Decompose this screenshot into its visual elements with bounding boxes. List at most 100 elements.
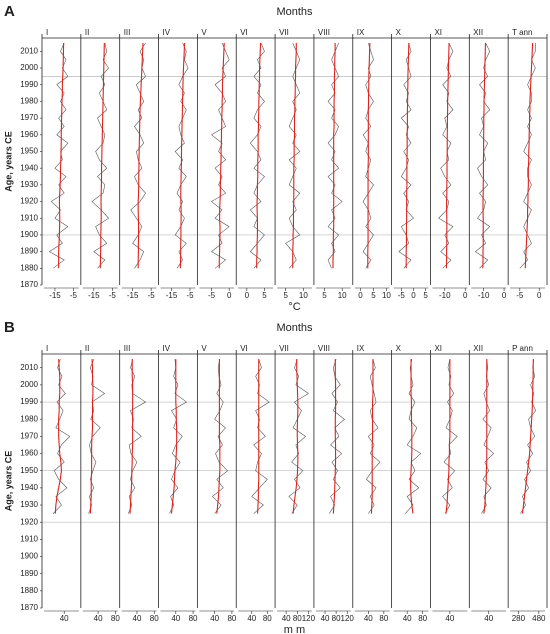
y-tick-label: 1890 (20, 569, 38, 578)
trend-line (89, 359, 94, 514)
x-tick-label: 0 (227, 291, 232, 300)
x-tick-label: -5 (186, 291, 194, 300)
x-tick-label: 80 (418, 614, 427, 623)
subplot-label: V (201, 28, 207, 37)
trend-line (524, 42, 534, 269)
x-tick-label: 40 (282, 614, 291, 623)
subplot-label: VIII (318, 28, 330, 37)
trend-line (410, 359, 414, 514)
y-tick-label: 1960 (20, 449, 38, 458)
subplot-label: P ann (512, 344, 533, 353)
subplot-label: VIII (318, 344, 330, 353)
y-tick-label: 2000 (20, 63, 38, 72)
y-tick-label: 1920 (20, 197, 38, 206)
x-tick-label: -5 (516, 291, 524, 300)
y-tick-label: 1910 (20, 534, 38, 543)
x-tick-label: 5 (262, 291, 267, 300)
subplot-label: III (124, 28, 131, 37)
x-tick-label: -5 (148, 291, 156, 300)
y-tick-label: 1880 (20, 263, 38, 272)
y-tick-label: 1990 (20, 80, 38, 89)
subplot-label: I (46, 344, 48, 353)
subplot-label: VII (279, 344, 289, 353)
panel-label: B (4, 319, 15, 336)
chart-title: Months (276, 6, 313, 18)
y-tick-label: 2000 (20, 380, 38, 389)
trend-line (292, 359, 299, 514)
trend-line (332, 43, 336, 269)
trend-line (54, 359, 62, 514)
x-tick-label: 40 (210, 614, 219, 623)
data-line (438, 42, 454, 269)
x-tick-label: 0 (411, 291, 416, 300)
trend-line (179, 42, 185, 269)
x-tick-label: 40 (247, 614, 256, 623)
data-line (474, 42, 491, 269)
subplot-label: VI (240, 344, 248, 353)
y-tick-label: 1900 (20, 230, 38, 239)
x-tick-label: 280 (512, 614, 526, 623)
trend-line (256, 42, 262, 269)
data-line (251, 359, 270, 514)
data-line (365, 359, 381, 514)
x-tick-label: 80 (189, 614, 198, 623)
y-tick-label: 1910 (20, 213, 38, 222)
subplot-label: T ann (512, 28, 532, 37)
data-line (169, 359, 188, 514)
x-tick-label: 5 (283, 291, 288, 300)
x-tick-label: 80 (293, 614, 302, 623)
x-tick-label: 480 (532, 614, 546, 623)
x-tick-label: 120 (341, 614, 355, 623)
subplot-label: IV (163, 344, 171, 353)
x-tick-label: 10 (299, 291, 308, 300)
y-tick-label: 2010 (20, 363, 38, 372)
subplot-label: XI (434, 28, 442, 37)
data-line (91, 42, 110, 269)
data-line (481, 359, 495, 514)
panel-label: A (4, 3, 15, 20)
subplot-label: I (46, 28, 48, 37)
y-tick-label: 1870 (20, 280, 38, 289)
x-tick-label: -10 (439, 291, 451, 300)
y-tick-label: 1960 (20, 130, 38, 139)
subplot-label: IV (163, 28, 171, 37)
x-tick-label: 40 (60, 614, 69, 623)
subplot-label: XI (434, 344, 442, 353)
x-tick-label: 40 (171, 614, 180, 623)
data-line (327, 42, 343, 269)
y-axis-label: Age, years CE (3, 131, 13, 192)
x-tick-label: 80 (111, 614, 120, 623)
data-line (249, 42, 265, 269)
x-tick-label: 5 (423, 291, 428, 300)
trend-line (292, 43, 297, 269)
x-tick-label: 80 (263, 614, 272, 623)
x-tick-label: 0 (245, 291, 250, 300)
x-tick-label: 10 (382, 291, 391, 300)
x-tick-label: 5 (322, 291, 327, 300)
x-tick-label: -10 (478, 291, 490, 300)
trend-line (137, 42, 144, 269)
trend-line (482, 42, 487, 269)
x-tick-label: 0 (463, 291, 468, 300)
y-tick-label: 1930 (20, 180, 38, 189)
y-tick-label: 1890 (20, 247, 38, 256)
y-tick-label: 2010 (20, 46, 38, 55)
trend-line (367, 42, 371, 269)
subplot-label: III (124, 344, 131, 353)
x-tick-label: 0 (358, 291, 363, 300)
data-line (328, 359, 345, 514)
x-tick-label: -15 (49, 291, 61, 300)
subplot-label: II (85, 344, 89, 353)
subplot-label: IX (357, 28, 365, 37)
chart-title: Months (276, 322, 313, 334)
trend-line (216, 359, 221, 514)
trend-line (521, 359, 534, 514)
y-tick-label: 1970 (20, 431, 38, 440)
data-line (48, 42, 69, 269)
x-tick-label: 5 (371, 291, 376, 300)
trend-line (58, 42, 65, 269)
subplot-label: VII (279, 28, 289, 37)
trend-line (332, 359, 337, 514)
subplot-label: X (396, 344, 402, 353)
